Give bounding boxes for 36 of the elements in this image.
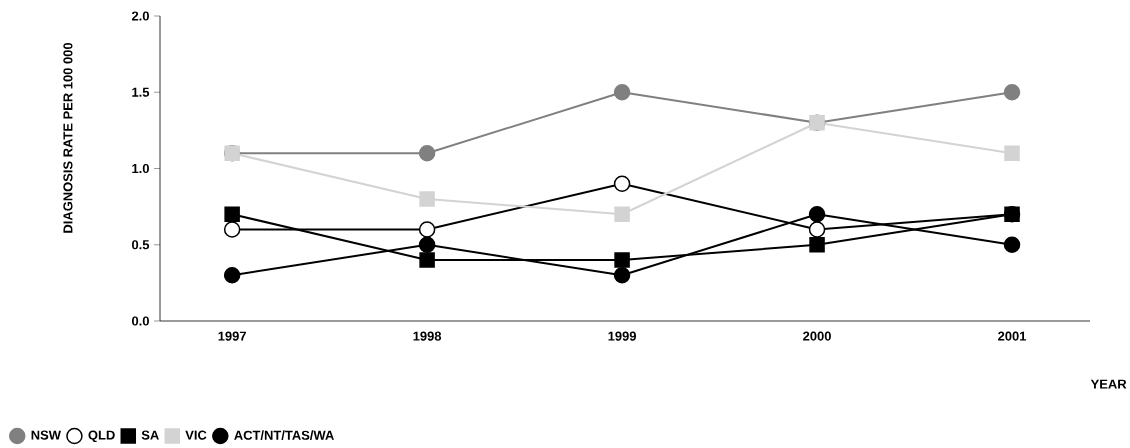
point — [1004, 145, 1020, 161]
y-tick-label: 1.0 — [132, 163, 149, 174]
point — [808, 221, 826, 238]
point — [223, 267, 241, 284]
x-tick-label: 1999 — [608, 331, 636, 341]
x-tick-label: 2001 — [998, 331, 1027, 341]
point — [224, 206, 240, 222]
point — [613, 267, 631, 284]
point — [418, 145, 436, 162]
point — [418, 221, 436, 238]
x-axis-title: YEAR — [1090, 379, 1127, 389]
legend-label: NSW — [31, 430, 61, 440]
y-axis-title: DIAGNOSIS RATE PER 100 000 — [63, 42, 73, 233]
y-tick-label: 0.0 — [131, 316, 149, 326]
legend-label: ACT/NT/TAS/WA — [234, 430, 334, 440]
legend-label: VIC — [185, 430, 207, 440]
point — [808, 206, 826, 223]
point — [418, 236, 436, 253]
x-tick-label: 1998 — [413, 331, 442, 341]
x-tick-label: 2000 — [803, 331, 831, 341]
y-tick-label: 2.0 — [131, 11, 149, 21]
point — [614, 252, 630, 268]
legend-label: SA — [141, 430, 159, 440]
legend-label: QLD — [88, 430, 115, 443]
point — [613, 84, 631, 101]
point — [809, 237, 825, 253]
point — [1003, 84, 1021, 101]
y-tick-label: 1.5 — [132, 87, 150, 97]
y-tick-label: 0.5 — [131, 240, 150, 250]
point — [1003, 236, 1021, 253]
x-tick-label: 1997 — [218, 331, 246, 341]
point — [614, 206, 630, 222]
point — [223, 221, 241, 238]
point — [419, 191, 435, 207]
point — [613, 175, 631, 192]
point — [419, 252, 435, 268]
